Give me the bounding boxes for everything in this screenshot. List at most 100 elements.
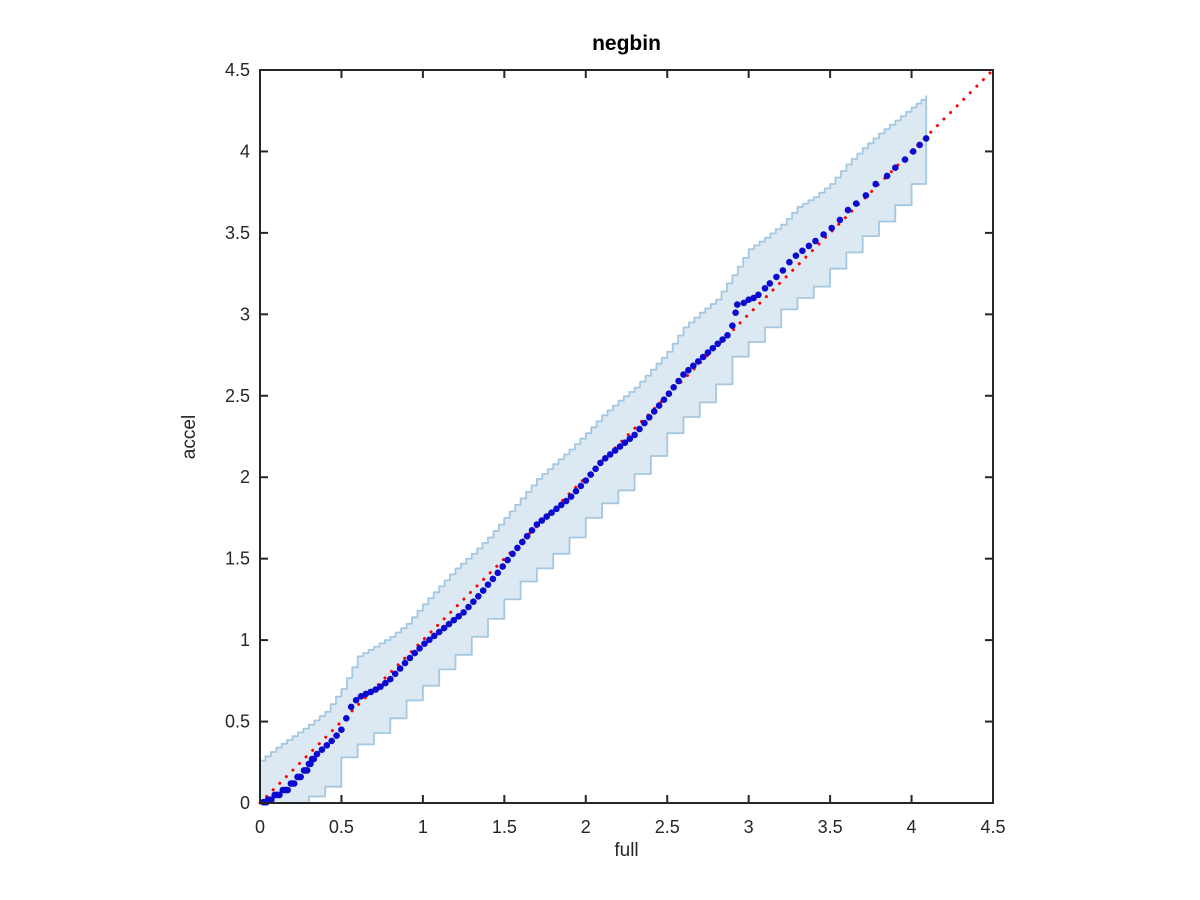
qq-point xyxy=(734,301,741,308)
axes-box xyxy=(259,69,994,804)
qq-point xyxy=(313,750,321,758)
qq-point xyxy=(611,447,619,454)
qq-point xyxy=(694,358,702,365)
qq-point xyxy=(523,532,531,540)
qq-point xyxy=(799,247,806,255)
qq-point xyxy=(455,613,463,620)
qq-point xyxy=(323,742,331,749)
qq-point xyxy=(699,353,707,361)
qq-point xyxy=(504,556,511,564)
qq-point xyxy=(357,693,365,700)
qq-point xyxy=(704,349,712,356)
qq-point xyxy=(773,273,780,281)
qq-point xyxy=(533,521,541,528)
qq-point xyxy=(828,224,835,232)
qq-point xyxy=(892,164,899,171)
qq-point xyxy=(709,344,717,352)
qq-point xyxy=(631,431,638,439)
qq-point xyxy=(909,148,917,155)
qq-point xyxy=(836,216,844,224)
qq-point xyxy=(572,487,580,495)
x-tick-label: 3.5 xyxy=(818,817,843,837)
qq-point xyxy=(284,786,292,794)
x-tick-label: 4.5 xyxy=(980,817,1005,837)
qq-point xyxy=(406,654,414,662)
qq-point xyxy=(416,645,423,652)
qq-point xyxy=(641,419,648,427)
y-tick-label: 4 xyxy=(240,141,250,161)
qq-point xyxy=(587,471,594,478)
qq-point xyxy=(519,538,526,546)
qq-point xyxy=(577,482,585,490)
qq-point xyxy=(916,141,923,149)
confidence-band xyxy=(259,95,928,804)
x-tick-label: 4 xyxy=(907,817,917,837)
x-axis-label: full xyxy=(614,840,639,861)
qq-point xyxy=(636,425,643,433)
qq-point xyxy=(343,715,350,722)
qq-point xyxy=(621,439,629,447)
qq-point xyxy=(377,683,384,690)
qq-point xyxy=(310,755,318,763)
qq-point xyxy=(290,780,298,787)
y-tick-label: 2.5 xyxy=(225,386,250,406)
qq-point xyxy=(844,206,852,214)
qq-point xyxy=(665,390,673,398)
qq-point xyxy=(792,252,800,259)
qq-point xyxy=(465,603,472,611)
qq-point xyxy=(872,180,879,188)
qq-point xyxy=(494,569,502,577)
qq-point xyxy=(922,135,930,142)
qq-point xyxy=(626,435,634,443)
qq-point xyxy=(401,659,409,667)
qq-point xyxy=(268,796,275,803)
y-tick-label: 0 xyxy=(240,793,250,813)
qq-point xyxy=(616,443,624,450)
qq-point xyxy=(582,477,590,484)
qq-point xyxy=(675,377,682,385)
qq-point xyxy=(602,455,609,462)
qq-point xyxy=(426,636,433,644)
qq-point xyxy=(435,628,443,636)
qq-point xyxy=(318,746,326,753)
qq-point xyxy=(852,200,860,207)
qq-point xyxy=(766,280,774,287)
qq-point xyxy=(805,242,813,250)
qq-point xyxy=(328,737,336,745)
qq-point xyxy=(538,517,546,524)
x-tick-label: 2 xyxy=(581,817,591,837)
x-tick-label: 0.5 xyxy=(329,817,354,837)
qq-point xyxy=(650,408,658,415)
qq-point xyxy=(470,598,477,605)
qq-point xyxy=(592,465,599,473)
qq-point xyxy=(719,336,726,343)
qq-point xyxy=(862,192,870,199)
y-tick-label: 3 xyxy=(240,304,250,324)
qq-point xyxy=(303,767,311,774)
y-tick-label: 0.5 xyxy=(225,712,250,732)
qq-point xyxy=(901,156,909,163)
chart-title: negbin xyxy=(592,32,661,55)
qq-point xyxy=(548,509,555,516)
qq-point xyxy=(479,587,487,594)
reference-line xyxy=(258,68,995,805)
qq-point xyxy=(528,527,536,534)
y-tick-label: 2 xyxy=(240,467,250,487)
qq-point xyxy=(509,550,516,558)
qq-point xyxy=(690,362,697,370)
qq-point xyxy=(338,726,345,733)
qq-point xyxy=(396,665,404,672)
qq-point xyxy=(761,285,769,292)
qq-point xyxy=(655,402,663,409)
qq-point xyxy=(732,309,739,317)
qq-point xyxy=(460,609,467,616)
qq-point xyxy=(333,732,340,739)
qq-point xyxy=(514,544,521,552)
qq-point xyxy=(297,773,305,781)
qq-point xyxy=(489,575,497,583)
qq-point xyxy=(372,686,380,693)
qq-point xyxy=(421,640,428,647)
qq-point xyxy=(387,675,394,683)
